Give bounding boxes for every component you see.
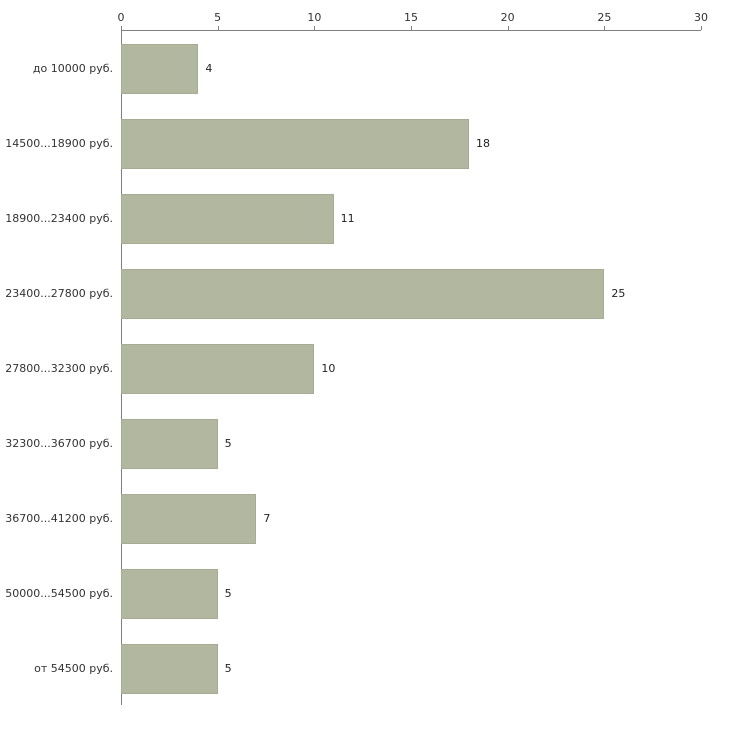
chart-row: от 54500 руб. 5 (0, 631, 730, 706)
chart-row: 32300...36700 руб. 5 (0, 406, 730, 481)
bar-value-label: 4 (205, 62, 213, 75)
category-label: 32300...36700 руб. (5, 437, 113, 450)
chart-row: 50000...54500 руб. 5 (0, 556, 730, 631)
chart-row: 36700...41200 руб. 7 (0, 481, 730, 556)
chart-row: 18900...23400 руб. 11 (0, 181, 730, 256)
bar-track: 7 (121, 481, 701, 556)
bar (121, 193, 334, 244)
bar (121, 118, 469, 169)
category-label: 23400...27800 руб. (5, 287, 113, 300)
bar-value-label: 5 (224, 437, 232, 450)
chart-rows: до 10000 руб. 4 14500...18900 руб. 18 18900.… (0, 31, 730, 706)
category-label: 14500...18900 руб. (5, 137, 113, 150)
x-axis-tick-mark (121, 26, 122, 30)
bar-value-label: 25 (611, 287, 626, 300)
chart-row: 14500...18900 руб. 18 (0, 106, 730, 181)
x-axis-tick-mark (411, 26, 412, 30)
bar-track: 5 (121, 631, 701, 706)
category-label: от 54500 руб. (34, 662, 113, 675)
x-axis-tick-label: 30 (694, 11, 708, 24)
x-axis-tick-label: 15 (404, 11, 418, 24)
x-axis-tick-mark (217, 26, 219, 30)
category-label: 36700...41200 руб. (5, 512, 113, 525)
bar-value-label: 7 (263, 512, 271, 525)
bar (121, 568, 218, 619)
bar (121, 643, 218, 694)
bar-track: 5 (121, 406, 701, 481)
category-label: 18900...23400 руб. (5, 212, 113, 225)
bar (121, 268, 605, 319)
bar-value-label: 18 (476, 137, 490, 150)
bar-track: 10 (121, 331, 701, 406)
bar (121, 343, 315, 394)
bar-track: 4 (121, 31, 701, 106)
x-axis-line (121, 30, 701, 31)
bar-value-label: 11 (340, 212, 355, 225)
x-axis-tick-mark (604, 26, 606, 30)
bar-track: 5 (121, 556, 701, 631)
bar (121, 493, 257, 544)
bar-track: 25 (121, 256, 701, 331)
x-axis-tick-mark (701, 26, 702, 30)
category-label: 27800...32300 руб. (5, 362, 113, 375)
x-axis-tick-mark (314, 26, 316, 30)
x-axis-tick-label: 5 (214, 11, 222, 24)
x-axis-tick-label: 25 (597, 11, 612, 24)
bar-value-label: 10 (321, 362, 336, 375)
bar-track: 11 (121, 181, 701, 256)
bar-value-label: 5 (224, 587, 232, 600)
bar (121, 43, 199, 94)
x-axis-tick-label: 20 (500, 11, 515, 24)
bar-track: 18 (121, 106, 701, 181)
chart-row: до 10000 руб. 4 (0, 31, 730, 106)
bar-value-label: 5 (224, 662, 232, 675)
category-label: 50000...54500 руб. (5, 587, 113, 600)
bar (121, 418, 218, 469)
x-axis-tick-label: 10 (307, 11, 322, 24)
chart-row: 27800...32300 руб. 10 (0, 331, 730, 406)
chart-row: 23400...27800 руб. 25 (0, 256, 730, 331)
x-axis-tick-label: 0 (117, 11, 125, 24)
category-label: до 10000 руб. (32, 62, 113, 75)
x-axis-tick-mark (507, 26, 509, 30)
